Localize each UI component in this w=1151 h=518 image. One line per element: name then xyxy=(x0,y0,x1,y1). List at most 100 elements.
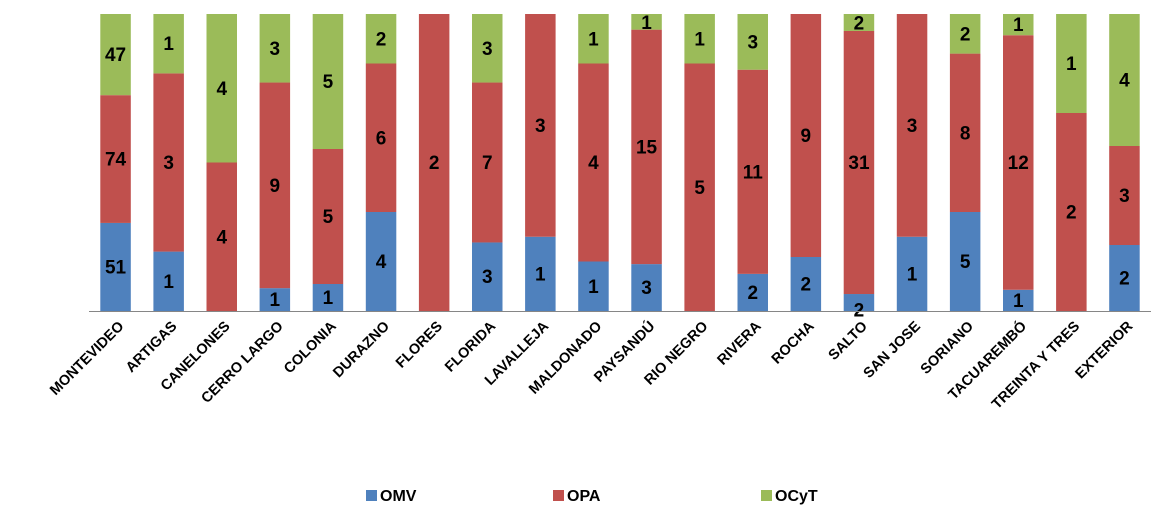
legend-label-opa: OPA xyxy=(567,488,601,505)
bar-opa-colonia xyxy=(312,149,344,284)
legend-swatch-opa xyxy=(553,490,564,501)
bar-omv-tacuarembo xyxy=(1003,289,1034,311)
data-label-omv-exterior: 2 xyxy=(1119,269,1130,290)
category-label-treinta-y-tres: TREINTA Y TRES xyxy=(989,318,1083,412)
data-label-ocyt-canelones: 4 xyxy=(216,79,227,100)
bar-opa-flores xyxy=(418,14,450,311)
bar-opa-canelones xyxy=(206,162,237,311)
data-label-ocyt-florida: 3 xyxy=(482,39,493,60)
legend-swatch-ocyt xyxy=(761,490,772,501)
data-label-opa-maldonado: 4 xyxy=(588,153,599,174)
legend-label-ocyt: OCyT xyxy=(775,488,818,505)
data-label-opa-florida: 7 xyxy=(482,153,493,174)
data-label-omv-colonia: 1 xyxy=(323,288,334,309)
category-label-san-jose: SAN JOSE xyxy=(861,318,924,381)
category-label-montevideo: MONTEVIDEO xyxy=(47,319,127,399)
category-label-durazno: DURAZNO xyxy=(330,319,393,382)
data-label-opa-salto: 31 xyxy=(848,153,870,174)
data-label-omv-durazno: 4 xyxy=(376,252,387,273)
bar-omv-artigas xyxy=(153,251,184,311)
bar-opa-tacuarembo xyxy=(1003,35,1034,290)
data-label-opa-tacuarembo: 12 xyxy=(1008,153,1029,174)
bar-omv-lavalleja xyxy=(525,236,556,311)
bar-ocyt-tacuarembo xyxy=(1003,14,1034,36)
data-label-ocyt-rio-negro: 1 xyxy=(694,29,705,50)
bar-omv-montevideo xyxy=(100,222,131,311)
bar-opa-exterior xyxy=(1109,146,1140,245)
bar-ocyt-exterior xyxy=(1109,14,1140,146)
bar-ocyt-colonia xyxy=(312,14,344,149)
bar-ocyt-canelones xyxy=(206,14,237,163)
bar-omv-soriano xyxy=(949,212,981,311)
bar-opa-durazno xyxy=(365,63,397,212)
bars-group xyxy=(100,14,1140,312)
data-label-omv-artigas: 1 xyxy=(163,272,174,293)
bar-opa-salto xyxy=(843,30,875,295)
bar-omv-rocha xyxy=(790,257,822,311)
bar-ocyt-maldonado xyxy=(578,14,609,64)
category-label-artigas: ARTIGAS xyxy=(123,318,181,376)
data-label-omv-san-jose: 1 xyxy=(907,264,918,285)
bar-omv-paysandu xyxy=(631,264,662,311)
bar-ocyt-salto xyxy=(843,14,875,31)
data-label-ocyt-rivera: 3 xyxy=(747,32,758,53)
data-label-opa-durazno: 6 xyxy=(376,128,387,149)
data-label-omv-paysandu: 3 xyxy=(641,278,652,299)
bar-opa-artigas xyxy=(153,73,184,252)
data-label-opa-rivera: 11 xyxy=(743,162,764,183)
bar-omv-colonia xyxy=(312,284,344,311)
bar-ocyt-treinta-y-tres xyxy=(1056,14,1087,113)
bar-omv-salto xyxy=(843,294,875,311)
bar-labels-group: 5174471314419315546223731314131515121132… xyxy=(105,13,1130,322)
category-label-flores: FLORES xyxy=(393,318,446,371)
bar-omv-maldonado xyxy=(578,261,609,311)
bar-ocyt-montevideo xyxy=(100,14,131,96)
data-label-opa-artigas: 3 xyxy=(163,153,174,174)
data-label-omv-maldonado: 1 xyxy=(588,277,599,298)
category-label-exterior: EXTERIOR xyxy=(1073,318,1137,382)
data-label-opa-colonia: 5 xyxy=(323,207,334,228)
bar-ocyt-florida xyxy=(472,14,503,83)
data-label-ocyt-durazno: 2 xyxy=(376,29,387,50)
bar-opa-soriano xyxy=(949,53,981,212)
bar-omv-cerro-largo xyxy=(259,288,291,311)
data-label-ocyt-tacuarembo: 1 xyxy=(1013,15,1024,36)
bar-ocyt-artigas xyxy=(153,14,184,74)
bar-ocyt-cerro-largo xyxy=(259,14,291,83)
bar-ocyt-paysandu xyxy=(631,14,662,30)
data-label-opa-treinta-y-tres: 2 xyxy=(1066,203,1077,224)
data-label-omv-rivera: 2 xyxy=(747,283,758,304)
data-label-ocyt-cerro-largo: 3 xyxy=(270,39,281,60)
data-label-opa-lavalleja: 3 xyxy=(535,116,546,137)
bar-opa-treinta-y-tres xyxy=(1056,113,1087,311)
bar-ocyt-durazno xyxy=(365,14,397,64)
legend-swatch-omv xyxy=(366,490,377,501)
bar-opa-rivera xyxy=(737,69,768,274)
data-label-ocyt-colonia: 5 xyxy=(323,72,334,93)
bar-omv-exterior xyxy=(1109,245,1140,311)
data-label-opa-exterior: 3 xyxy=(1119,186,1130,207)
data-label-omv-cerro-largo: 1 xyxy=(270,290,281,311)
data-label-opa-montevideo: 74 xyxy=(105,150,127,171)
data-label-ocyt-treinta-y-tres: 1 xyxy=(1066,54,1077,75)
bar-opa-rocha xyxy=(790,14,822,257)
data-label-omv-rocha: 2 xyxy=(801,275,812,296)
legend-label-omv: OMV xyxy=(380,488,417,505)
legend: OMV OPA OCyT xyxy=(366,488,818,505)
data-label-opa-soriano: 8 xyxy=(960,123,971,144)
category-label-rocha: ROCHA xyxy=(769,318,818,367)
data-label-ocyt-salto: 2 xyxy=(854,13,865,34)
bar-opa-maldonado xyxy=(578,63,609,262)
bar-opa-florida xyxy=(472,82,503,243)
data-label-opa-rio-negro: 5 xyxy=(694,178,705,199)
bar-opa-paysandu xyxy=(631,29,662,265)
bar-ocyt-soriano xyxy=(949,14,981,54)
data-label-opa-san-jose: 3 xyxy=(907,116,918,137)
data-label-opa-paysandu: 15 xyxy=(636,137,658,158)
bar-opa-lavalleja xyxy=(525,14,556,237)
bar-opa-san-jose xyxy=(896,14,928,237)
category-label-florida: FLORIDA xyxy=(442,318,499,375)
category-label-rivera: RIVERA xyxy=(715,318,765,368)
data-label-omv-florida: 3 xyxy=(482,267,493,288)
